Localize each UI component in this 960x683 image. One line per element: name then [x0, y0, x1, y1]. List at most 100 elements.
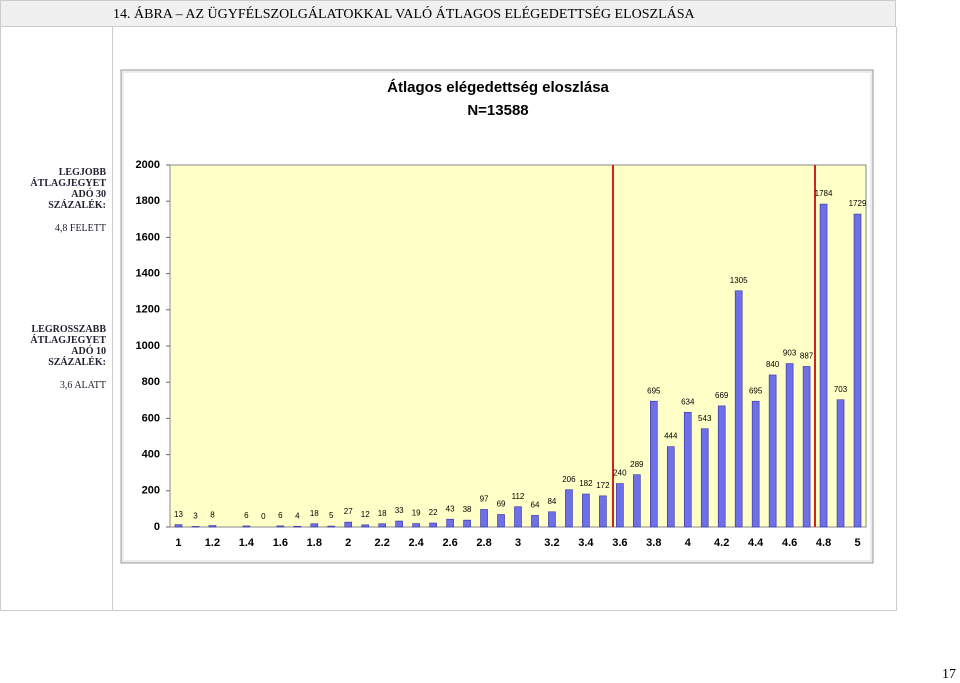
data-label: 3 [193, 512, 198, 521]
data-label: 240 [613, 469, 627, 478]
data-label: 1784 [815, 189, 833, 198]
data-label: 33 [395, 506, 404, 515]
y-tick-label: 2000 [136, 159, 160, 171]
x-tick-label: 4.6 [782, 537, 797, 549]
x-tick-label: 1.6 [273, 537, 288, 549]
sidebar-value: 4,8 FELETT [54, 223, 106, 234]
sidebar-heading: SZÁZALÉK: [48, 357, 106, 368]
bar [599, 495, 607, 528]
data-label: 4 [295, 511, 300, 520]
content-area [113, 27, 897, 611]
x-tick-label: 3.8 [646, 537, 661, 549]
x-tick-label: 1.2 [205, 537, 220, 549]
bar [683, 411, 692, 528]
sidebar-block: LEGROSSZABB ÁTLAGJEGYET ADÓ 10 SZÁZALÉK:… [30, 324, 106, 391]
y-tick-label: 1200 [136, 304, 160, 316]
plot-area [169, 164, 867, 528]
bar [395, 520, 403, 528]
y-tick-label: 0 [154, 521, 160, 533]
x-tick-label: 5 [854, 537, 860, 549]
data-label: 695 [647, 386, 661, 395]
sidebar-value: 3,6 ALATT [59, 380, 106, 391]
x-tick-label: 3.6 [612, 537, 627, 549]
y-tick-label: 1400 [136, 268, 160, 280]
y-tick-label: 400 [142, 449, 160, 461]
chart-title: Átlagos elégedettség eloszlása [387, 79, 609, 96]
bar [497, 514, 505, 528]
sidebar-block: LEGJOBB ÁTLAGJEGYET ADÓ 30 SZÁZALÉK: 4,8… [30, 167, 106, 234]
bar [514, 506, 522, 528]
data-label: 5 [329, 511, 334, 520]
x-tick-label: 4.2 [714, 537, 729, 549]
sidebar: LEGJOBB ÁTLAGJEGYET ADÓ 30 SZÁZALÉK: 4,8… [0, 27, 113, 611]
data-label: 172 [596, 481, 610, 490]
data-label: 19 [412, 509, 421, 518]
bar [734, 290, 743, 528]
bar [751, 400, 760, 528]
bar [531, 515, 539, 528]
bar [242, 525, 251, 528]
y-tick-label: 200 [142, 485, 160, 497]
y-tick-label: 1800 [136, 195, 160, 207]
x-tick-label: 4.4 [748, 537, 764, 549]
data-label: 444 [664, 432, 678, 441]
bar [378, 523, 386, 528]
x-tick-label: 1 [175, 537, 181, 549]
data-label: 1729 [849, 199, 867, 208]
x-tick-label: 2.6 [442, 537, 457, 549]
header-title: 14. ÁBRA – AZ ÜGYFÉLSZOLGÁLATOKKAL VALÓ … [0, 0, 896, 27]
bar [276, 525, 285, 528]
bar [191, 526, 200, 528]
data-label: 887 [800, 352, 814, 361]
data-label: 840 [766, 360, 780, 369]
data-label: 182 [579, 479, 593, 488]
bar [463, 519, 471, 528]
y-tick-label: 1000 [136, 340, 160, 352]
data-label: 289 [630, 460, 644, 469]
x-tick-label: 4.8 [816, 537, 831, 549]
sidebar-heading: SZÁZALÉK: [48, 200, 106, 211]
chart-subtitle: N=13588 [467, 102, 528, 119]
data-label: 84 [547, 497, 556, 506]
bar [819, 203, 828, 528]
data-label: 669 [715, 391, 729, 400]
bar [836, 399, 845, 528]
bar [802, 366, 811, 528]
bar [412, 523, 420, 528]
data-label: 64 [531, 501, 540, 510]
data-label: 206 [562, 475, 576, 484]
data-label: 703 [834, 385, 848, 394]
bar [633, 474, 641, 528]
data-label: 1305 [730, 276, 748, 285]
data-label: 18 [378, 509, 387, 518]
bar [429, 522, 437, 528]
y-tick-label: 600 [142, 412, 160, 424]
bar [446, 518, 454, 528]
x-tick-label: 1.4 [239, 537, 255, 549]
bar [582, 493, 590, 528]
bar [700, 428, 709, 528]
x-tick-label: 3 [515, 537, 521, 549]
data-label: 634 [681, 397, 695, 406]
data-label: 38 [463, 505, 472, 514]
sidebar-heading: ÁTLAGJEGYET [30, 335, 106, 346]
data-label: 6 [244, 511, 249, 520]
bar [768, 374, 777, 528]
data-label: 43 [446, 504, 455, 513]
x-tick-label: 4 [685, 537, 692, 549]
bar [208, 525, 217, 528]
bar [327, 525, 336, 528]
bar [616, 483, 624, 528]
bar [361, 524, 370, 528]
sidebar-heading: ADÓ 30 [71, 189, 106, 200]
data-label: 22 [429, 508, 438, 517]
bar [785, 363, 794, 528]
y-tick-label: 800 [142, 376, 160, 388]
bar [174, 524, 183, 528]
bar [480, 509, 488, 528]
x-tick-label: 2.2 [375, 537, 390, 549]
data-label: 13 [174, 510, 183, 519]
bar [310, 523, 319, 528]
